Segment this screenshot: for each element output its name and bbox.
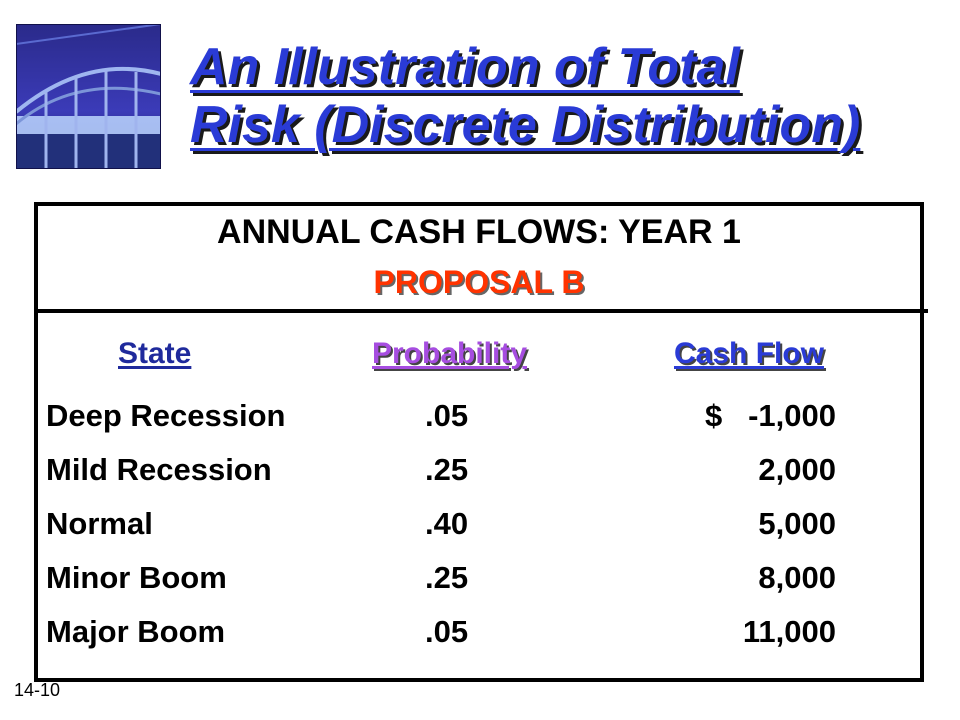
table-row: Deep Recession .05 $ -1,000 — [0, 396, 960, 450]
state-cell: Mild Recession — [46, 452, 272, 487]
page-title: An Illustration of Total Risk (Discrete … — [190, 38, 950, 154]
probability-cell: .40 — [425, 506, 469, 541]
cash-flow-cell: 5,000 — [758, 506, 836, 541]
column-header-probability: Probability — [372, 337, 528, 370]
table-row: Normal .40 5,000 — [0, 504, 960, 558]
probability-cell: .25 — [425, 452, 469, 487]
probability-cell: .05 — [425, 614, 469, 649]
table-row: Mild Recession .25 2,000 — [0, 450, 960, 504]
probability-cell: .05 — [425, 398, 469, 433]
state-cell: Deep Recession — [46, 398, 286, 433]
cash-flow-cell: 8,000 — [758, 560, 836, 595]
table-row: Minor Boom .25 8,000 — [0, 558, 960, 612]
state-cell: Major Boom — [46, 614, 226, 649]
slide-number: 14-10 — [14, 680, 61, 700]
cash-flow-cell: 11,000 — [742, 614, 836, 649]
cash-flow-box — [34, 202, 924, 682]
title-line-1: An Illustration of Total — [190, 38, 740, 96]
proposal-label: PROPOSAL B — [373, 264, 585, 300]
column-header-cash-flow: Cash Flow — [674, 337, 825, 370]
title-line-2: Risk (Discrete Distribution) — [190, 96, 861, 154]
state-cell: Normal — [46, 506, 153, 541]
table-row: Major Boom .05 11,000 — [0, 612, 960, 666]
cash-flow-cell: 2,000 — [758, 452, 836, 487]
state-cell: Minor Boom — [46, 560, 227, 595]
cash-flow-cell: $ -1,000 — [705, 398, 836, 433]
bridge-photo-icon — [16, 24, 161, 169]
box-header: ANNUAL CASH FLOWS: YEAR 1 — [217, 213, 741, 251]
header-divider — [34, 309, 928, 313]
probability-cell: .25 — [425, 560, 469, 595]
column-header-state: State — [118, 337, 192, 370]
